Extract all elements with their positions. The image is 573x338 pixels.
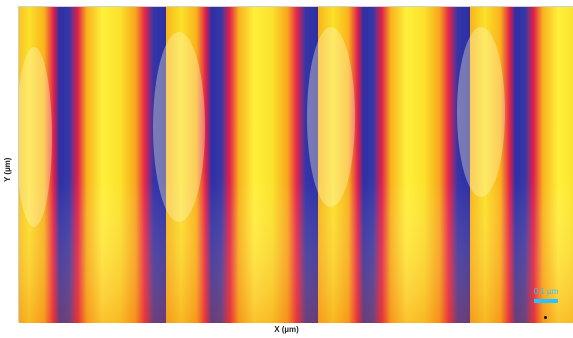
vertical-shade	[19, 7, 573, 323]
scale-bar: 0.1 µm	[528, 287, 564, 303]
figure	[18, 6, 573, 323]
scale-bar-line	[534, 299, 558, 303]
stripe-pattern	[19, 7, 573, 323]
scale-bar-label: 0.1 µm	[533, 287, 559, 296]
y-axis-label: Y (µm)	[3, 157, 12, 182]
marker-dot	[544, 316, 547, 319]
x-axis-label: X (µm)	[274, 325, 299, 334]
heatmap-image	[18, 6, 573, 323]
